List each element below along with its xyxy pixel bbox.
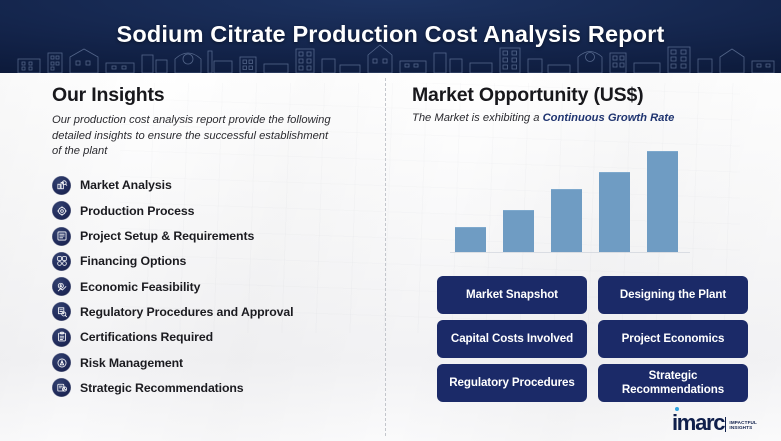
list-item-label: Regulatory Procedures and Approval <box>80 304 294 319</box>
list-item[interactable]: Economic Feasibility <box>52 274 382 299</box>
logo-wordmark: imarc <box>672 407 726 435</box>
chart-bar <box>455 227 486 252</box>
subtitle-accent: Continuous Growth Rate <box>542 112 675 124</box>
list-item[interactable]: Project Setup & Requirements <box>52 223 382 248</box>
insights-panel: Our Insights Our production cost analysi… <box>52 84 382 400</box>
chart-baseline <box>450 252 690 253</box>
list-item-label: Market Analysis <box>80 178 172 193</box>
logo-dot-icon <box>675 407 680 412</box>
market-snapshot-button[interactable]: Market Snapshot <box>437 276 587 314</box>
insights-list: Market Analysis Production Process Proje… <box>52 173 382 401</box>
growth-bar-chart <box>455 136 680 252</box>
insights-title: Our Insights <box>52 84 165 106</box>
header-banner: Sodium Citrate Production Cost Analysis … <box>0 0 781 73</box>
list-item-label: Risk Management <box>80 355 184 370</box>
list-item[interactable]: Certifications Required <box>52 325 382 350</box>
market-opportunity-subtitle: The Market is exhibiting a Continuous Gr… <box>412 112 757 124</box>
vertical-divider <box>385 78 386 436</box>
regulatory-procedures-icon <box>52 302 71 322</box>
certifications-icon <box>52 327 71 347</box>
production-process-icon <box>52 201 71 221</box>
insights-description: Our production cost analysis report prov… <box>52 114 331 158</box>
chart-bar <box>551 189 582 252</box>
market-opportunity-panel: Market Opportunity (US$) The Market is e… <box>412 84 757 124</box>
list-item-label: Financing Options <box>80 254 187 269</box>
list-item-label: Project Setup & Requirements <box>80 229 255 244</box>
regulatory-procedures-button[interactable]: Regulatory Procedures <box>437 364 587 402</box>
list-item-label: Economic Feasibility <box>80 279 201 294</box>
page-title: Sodium Citrate Production Cost Analysis … <box>116 21 665 47</box>
list-item-label: Strategic Recommendations <box>80 380 244 395</box>
list-item[interactable]: Regulatory Procedures and Approval <box>52 299 382 324</box>
chart-bar <box>647 151 678 252</box>
topics-button-grid: Market Snapshot Designing the Plant Capi… <box>437 276 748 402</box>
chart-bar <box>599 172 630 252</box>
list-item-label: Production Process <box>80 203 195 218</box>
list-item[interactable]: Strategic Recommendations <box>52 375 382 400</box>
subtitle-prefix: The Market is exhibiting a <box>412 112 543 124</box>
chart-bar <box>503 210 534 252</box>
list-item[interactable]: Market Analysis <box>52 173 382 198</box>
strategic-recommendations-button[interactable]: Strategic Recommendations <box>598 364 748 402</box>
logo-tagline-line2: INSIGHTS <box>729 425 753 431</box>
market-analysis-icon <box>52 175 71 195</box>
financing-options-icon <box>52 251 71 271</box>
project-setup-icon <box>52 226 71 246</box>
risk-management-icon <box>52 353 71 372</box>
logo-tagline-line1: IMPACTFUL <box>729 419 757 425</box>
list-item[interactable]: Risk Management <box>52 350 382 375</box>
list-item-label: Certifications Required <box>80 330 213 345</box>
designing-the-plant-button[interactable]: Designing the Plant <box>598 276 748 314</box>
imarc-logo: imarc IMPACTFUL INSIGHTS <box>672 406 772 434</box>
logo-tagline: IMPACTFUL INSIGHTS <box>729 420 757 431</box>
capital-costs-involved-button[interactable]: Capital Costs Involved <box>437 320 587 358</box>
market-opportunity-title: Market Opportunity (US$) <box>412 84 644 106</box>
economic-feasibility-icon <box>52 277 71 297</box>
city-skyline-icon <box>17 44 775 73</box>
logo-divider <box>725 417 727 432</box>
project-economics-button[interactable]: Project Economics <box>598 320 748 358</box>
strategic-recommendations-icon <box>52 378 71 398</box>
list-item[interactable]: Financing Options <box>52 249 382 274</box>
list-item[interactable]: Production Process <box>52 198 382 223</box>
logo-word-text: imarc <box>672 410 726 435</box>
